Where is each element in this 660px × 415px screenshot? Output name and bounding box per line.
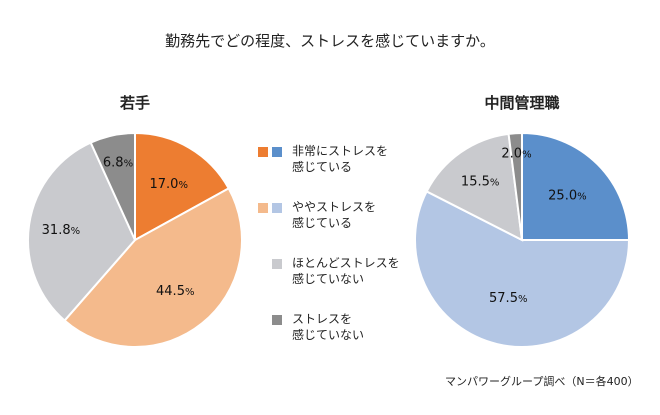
legend-label: 感じている bbox=[292, 216, 353, 230]
legend-item-somewhat-stressed: ややストレスを 感じている bbox=[258, 199, 400, 255]
legend-item-very-stressed: 非常にストレスを 感じている bbox=[258, 143, 400, 199]
legend-item-not-stressed: ストレスを 感じていない bbox=[258, 311, 400, 367]
slice-data-label: 44.5% bbox=[156, 284, 194, 299]
legend-label: 非常にストレスを bbox=[292, 144, 389, 158]
pie-slice bbox=[507, 131, 523, 241]
pie-title-managers: 中間管理職 bbox=[484, 94, 560, 112]
slice-data-label: 25.0% bbox=[548, 189, 586, 204]
chart-title: 勤務先でどの程度、ストレスを感じていますか。 bbox=[165, 32, 495, 50]
pie-slice bbox=[27, 141, 137, 322]
legend-swatch-light-orange bbox=[258, 203, 268, 213]
pie-slice bbox=[521, 131, 631, 241]
slice-data-label: 57.5% bbox=[489, 291, 527, 306]
legend-label: ややストレスを bbox=[292, 200, 377, 214]
slice-data-label: 17.0% bbox=[150, 177, 188, 192]
legend-label: 感じていない bbox=[292, 272, 365, 286]
legend-label: ストレスを bbox=[292, 312, 353, 326]
slice-data-label: 2.0% bbox=[501, 146, 531, 161]
legend-swatch-orange bbox=[258, 147, 268, 157]
pie-slice bbox=[134, 131, 231, 242]
legend-label: 感じている bbox=[292, 160, 353, 174]
pie-slice bbox=[425, 132, 524, 242]
legend-swatch-light-blue bbox=[272, 203, 282, 213]
pie-slice bbox=[63, 186, 243, 348]
legend-swatch-light-gray bbox=[272, 259, 282, 269]
legend-swatch-blue bbox=[272, 147, 282, 157]
legend-item-hardly-stressed: ほとんどストレスを 感じていない bbox=[258, 255, 400, 311]
pie-title-young: 若手 bbox=[119, 94, 150, 112]
pie-slice bbox=[89, 131, 136, 241]
slice-data-label: 31.8% bbox=[42, 223, 80, 238]
legend: 非常にストレスを 感じている ややストレスを 感じている ほとんどストレスを 感… bbox=[258, 143, 400, 367]
slice-data-label: 6.8% bbox=[103, 156, 133, 171]
legend-label: ほとんどストレスを bbox=[292, 256, 400, 270]
slice-data-label: 15.5% bbox=[461, 174, 499, 189]
legend-swatch-dark-gray bbox=[272, 315, 282, 325]
legend-label: 感じていない bbox=[292, 328, 365, 342]
source-note: マンパワーグループ調べ（N＝各400） bbox=[445, 375, 639, 388]
pie-slice bbox=[414, 190, 631, 348]
